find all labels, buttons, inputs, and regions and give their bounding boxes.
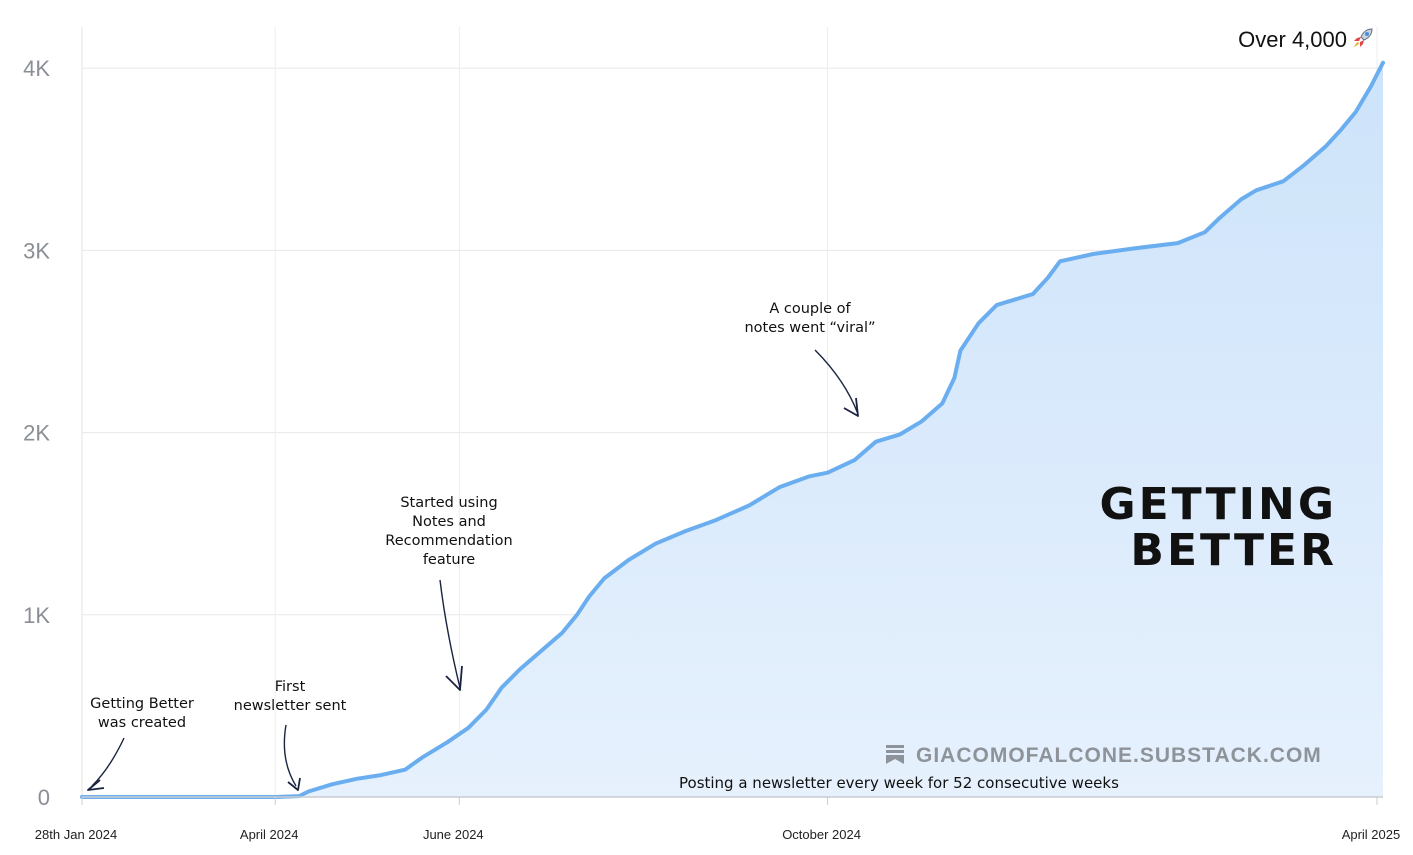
series-area (82, 62, 1383, 797)
annotation-text: First (275, 679, 306, 695)
annotation-arrow (91, 737, 125, 787)
annotation-text: Notes and (412, 514, 486, 530)
watermark: GIACOMOFALCONE.SUBSTACK.COM (884, 743, 1322, 768)
annotation-arrowhead (843, 397, 859, 417)
watermark-text: GIACOMOFALCONE.SUBSTACK.COM (916, 744, 1322, 767)
x-tick-label: April 2024 (240, 827, 299, 842)
headline: GETTING BETTER (1099, 482, 1337, 574)
top-note: Over 4,000 (1238, 26, 1375, 53)
series-line (80, 60, 1385, 799)
headline-line-1: GETTING (1099, 479, 1337, 530)
axes: 0 1K 2K 3K 4K 28th Jan 2024 April 2024 June 202… (23, 56, 1400, 842)
annotation-arrow (283, 724, 297, 787)
annotation-text: A couple of (769, 301, 851, 317)
y-tick-label: 3K (23, 238, 50, 263)
y-tick-label: 1K (23, 603, 50, 628)
annotation-text: Recommendation (385, 533, 512, 549)
annotation-arrowhead (287, 777, 301, 791)
y-tick-label: 0 (38, 785, 50, 810)
annotation-text: feature (423, 552, 475, 568)
x-tick-label: October 2024 (782, 827, 861, 842)
annotation-text: newsletter sent (234, 698, 347, 714)
annotation-arrow (439, 579, 461, 689)
annotation-arrowhead (87, 779, 105, 791)
annotation-text: Started using (400, 495, 497, 511)
rocket-icon (1354, 28, 1373, 47)
y-tick-label: 4K (23, 56, 50, 81)
footnote: Posting a newsletter every week for 52 c… (679, 774, 1119, 792)
x-tick-label: 28th Jan 2024 (35, 827, 117, 842)
annotation-text: notes went “viral” (744, 320, 875, 336)
annotation-arrowhead (445, 665, 463, 691)
annotation: Started using Notes and Recommendation feat… (385, 495, 513, 691)
y-tick-label: 2K (23, 421, 50, 446)
top-note-text: Over 4,000 (1238, 27, 1347, 52)
annotation-arrow (814, 349, 859, 415)
x-tick-label: April 2025 (1342, 827, 1401, 842)
annotation-text: was created (98, 715, 186, 731)
annotations: Getting Better was created First newsletter… (87, 301, 876, 791)
annotation: Getting Better was created (87, 696, 194, 791)
annotation: A couple of notes went “viral” (744, 301, 876, 417)
annotation-text: Getting Better (90, 696, 194, 712)
x-tick-label: June 2024 (423, 827, 484, 842)
headline-line-2: BETTER (1130, 525, 1337, 576)
annotation: First newsletter sent (234, 679, 347, 791)
bookmark-icon (886, 745, 904, 764)
